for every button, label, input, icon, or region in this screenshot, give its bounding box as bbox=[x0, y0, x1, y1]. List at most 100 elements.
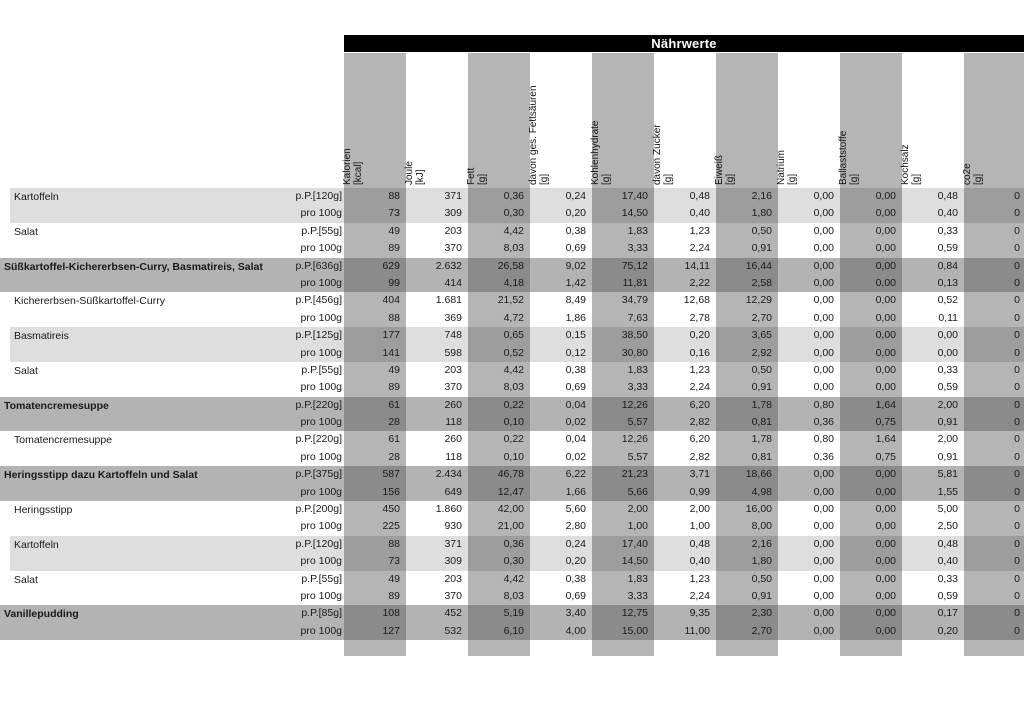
value-cell: 0,00 bbox=[813, 294, 834, 307]
value-cell: 0,00 bbox=[840, 483, 902, 502]
value-cell: 0 bbox=[964, 605, 1024, 623]
value-cell: 1,83 bbox=[592, 361, 654, 380]
value-cell: 99 bbox=[344, 274, 406, 293]
value-cell: 0,00 bbox=[813, 224, 834, 237]
value-cell: 1,00 bbox=[592, 518, 654, 536]
value-cell: 1,83 bbox=[592, 222, 654, 241]
table-row-group-0: Kartoffeln p.P.[120g] pro 100g 88 371 0,36 0,2… bbox=[0, 188, 1024, 223]
value-cell: 4,18 bbox=[468, 274, 530, 293]
value-cell: 3,40 bbox=[530, 605, 592, 623]
value-cell: 0,00 bbox=[840, 205, 902, 223]
value-cell: 1,55 bbox=[902, 483, 964, 502]
column-name: Eiweiß bbox=[714, 154, 725, 185]
value-cell: 2,58 bbox=[716, 274, 778, 293]
value-cell: 0 bbox=[964, 501, 1024, 519]
column-unit: [g] bbox=[848, 173, 860, 185]
value-cell: 0,00 bbox=[778, 605, 840, 623]
value-cell: 0,20 bbox=[530, 205, 592, 223]
value-cell: 0,00 bbox=[813, 363, 834, 376]
value-cell: 118 bbox=[445, 450, 462, 463]
value-cell: 0 bbox=[964, 257, 1024, 275]
table-row-group-1: Salat p.P.[55g] pro 100g 49 203 4,42 0,38 1,83 1… bbox=[0, 222, 1024, 258]
value-cell: 371 bbox=[406, 535, 468, 554]
per-100g-label: pro 100g bbox=[300, 450, 342, 463]
value-cell: 0,00 bbox=[813, 503, 834, 516]
value-cell: 15,00 bbox=[592, 622, 654, 641]
value-cell: 2,24 bbox=[689, 381, 710, 394]
value-cell: 11,00 bbox=[654, 622, 716, 641]
column-header-label: Natrium [g] bbox=[776, 149, 798, 185]
value-cell: 7,63 bbox=[592, 309, 654, 328]
value-cell: 26,58 bbox=[468, 257, 530, 275]
nutrition-table: Kartoffeln p.P.[120g] pro 100g 88 371 0,36 0,2… bbox=[0, 188, 1024, 641]
value-cell: 88 bbox=[344, 309, 406, 328]
value-cell: 309 bbox=[406, 205, 468, 223]
value-cell: 0 bbox=[964, 188, 1024, 206]
footer-stripe-6 bbox=[716, 640, 778, 656]
column-name: Natrium bbox=[776, 149, 787, 185]
value-cell: 75,12 bbox=[592, 257, 654, 275]
value-cell: 0,22 bbox=[468, 396, 530, 415]
value-cell: 0,00 bbox=[778, 466, 840, 484]
per-100g-label: pro 100g bbox=[300, 520, 342, 533]
value-cell: 0 bbox=[964, 240, 1024, 258]
footer-stripes bbox=[344, 640, 1024, 656]
value-cell: 2,92 bbox=[716, 344, 778, 362]
value-cell: 12,68 bbox=[683, 294, 710, 307]
per-100g-label: pro 100g bbox=[280, 274, 344, 293]
value-cell: 0,40 bbox=[654, 553, 716, 571]
value-cell: 2,70 bbox=[716, 309, 778, 328]
value-cell: 1,78 bbox=[716, 431, 778, 449]
table-row-group-6: Tomatencremesuppe p.P.[220g] pro 100g 61 260… bbox=[0, 396, 1024, 432]
table-row-group-4: Basmatireis p.P.[125g] pro 100g 177 748 0,65 0… bbox=[0, 327, 1024, 362]
value-cell: 0,52 bbox=[937, 294, 958, 307]
value-cell: 73 bbox=[344, 205, 406, 223]
value-cell: 0,00 bbox=[778, 274, 840, 293]
value-cell: 0,91 bbox=[937, 450, 958, 463]
column-unit: [g] bbox=[662, 173, 674, 185]
value-cell: 0,36 bbox=[778, 414, 840, 432]
value-cell: 260 bbox=[406, 396, 468, 415]
value-cell: 12,29 bbox=[716, 292, 778, 310]
value-cell: 0,00 bbox=[778, 188, 840, 206]
value-cell: 414 bbox=[406, 274, 468, 293]
value-cell: 0,30 bbox=[468, 553, 530, 571]
column-unit: [g] bbox=[724, 173, 736, 185]
row-label: Basmatireis bbox=[0, 327, 280, 362]
per-100g-label: pro 100g bbox=[280, 622, 344, 641]
value-cell: 11,81 bbox=[592, 274, 654, 293]
value-cell: 0,69 bbox=[565, 242, 586, 255]
value-cell: 0,00 bbox=[840, 361, 902, 380]
portion-label: p.P.[120g] bbox=[280, 188, 344, 206]
value-cell: 2,50 bbox=[937, 520, 958, 533]
portion-label: p.P.[55g] bbox=[301, 224, 342, 237]
value-cell: 0,00 bbox=[902, 344, 964, 362]
column-headers: Kalorien [kcal] Joule [kJ] Fett [g] davon ges.… bbox=[342, 53, 1024, 188]
value-cell: 5,81 bbox=[902, 466, 964, 484]
footer-stripe-8 bbox=[840, 640, 902, 656]
value-cell: 49 bbox=[344, 222, 406, 241]
value-cell: 9,02 bbox=[530, 257, 592, 275]
value-cell: 0,69 bbox=[565, 589, 586, 602]
column-name: Kochsalz bbox=[900, 144, 911, 185]
table-title: Nährwerte bbox=[651, 36, 717, 51]
value-cell: 2,30 bbox=[716, 605, 778, 623]
value-cell: 0,04 bbox=[565, 433, 586, 446]
value-cell: 1.681 bbox=[435, 294, 462, 307]
value-cell: 0,00 bbox=[778, 622, 840, 641]
value-cell: 0,91 bbox=[716, 587, 778, 606]
value-cell: 0 bbox=[964, 483, 1024, 502]
value-cell: 5,57 bbox=[592, 414, 654, 432]
value-cell: 0,50 bbox=[716, 222, 778, 241]
value-cell: 748 bbox=[406, 327, 468, 345]
value-cell: 12,26 bbox=[592, 396, 654, 415]
column-name: Joule bbox=[404, 161, 415, 185]
value-cell: 89 bbox=[344, 379, 406, 397]
value-cell: 0,38 bbox=[565, 572, 586, 585]
value-cell: 0,10 bbox=[468, 448, 530, 467]
value-cell: 8,03 bbox=[468, 379, 530, 397]
value-cell: 0,38 bbox=[565, 224, 586, 237]
value-cell: 2,16 bbox=[716, 535, 778, 554]
value-cell: 5,19 bbox=[468, 605, 530, 623]
portion-label: p.P.[55g] bbox=[301, 572, 342, 585]
